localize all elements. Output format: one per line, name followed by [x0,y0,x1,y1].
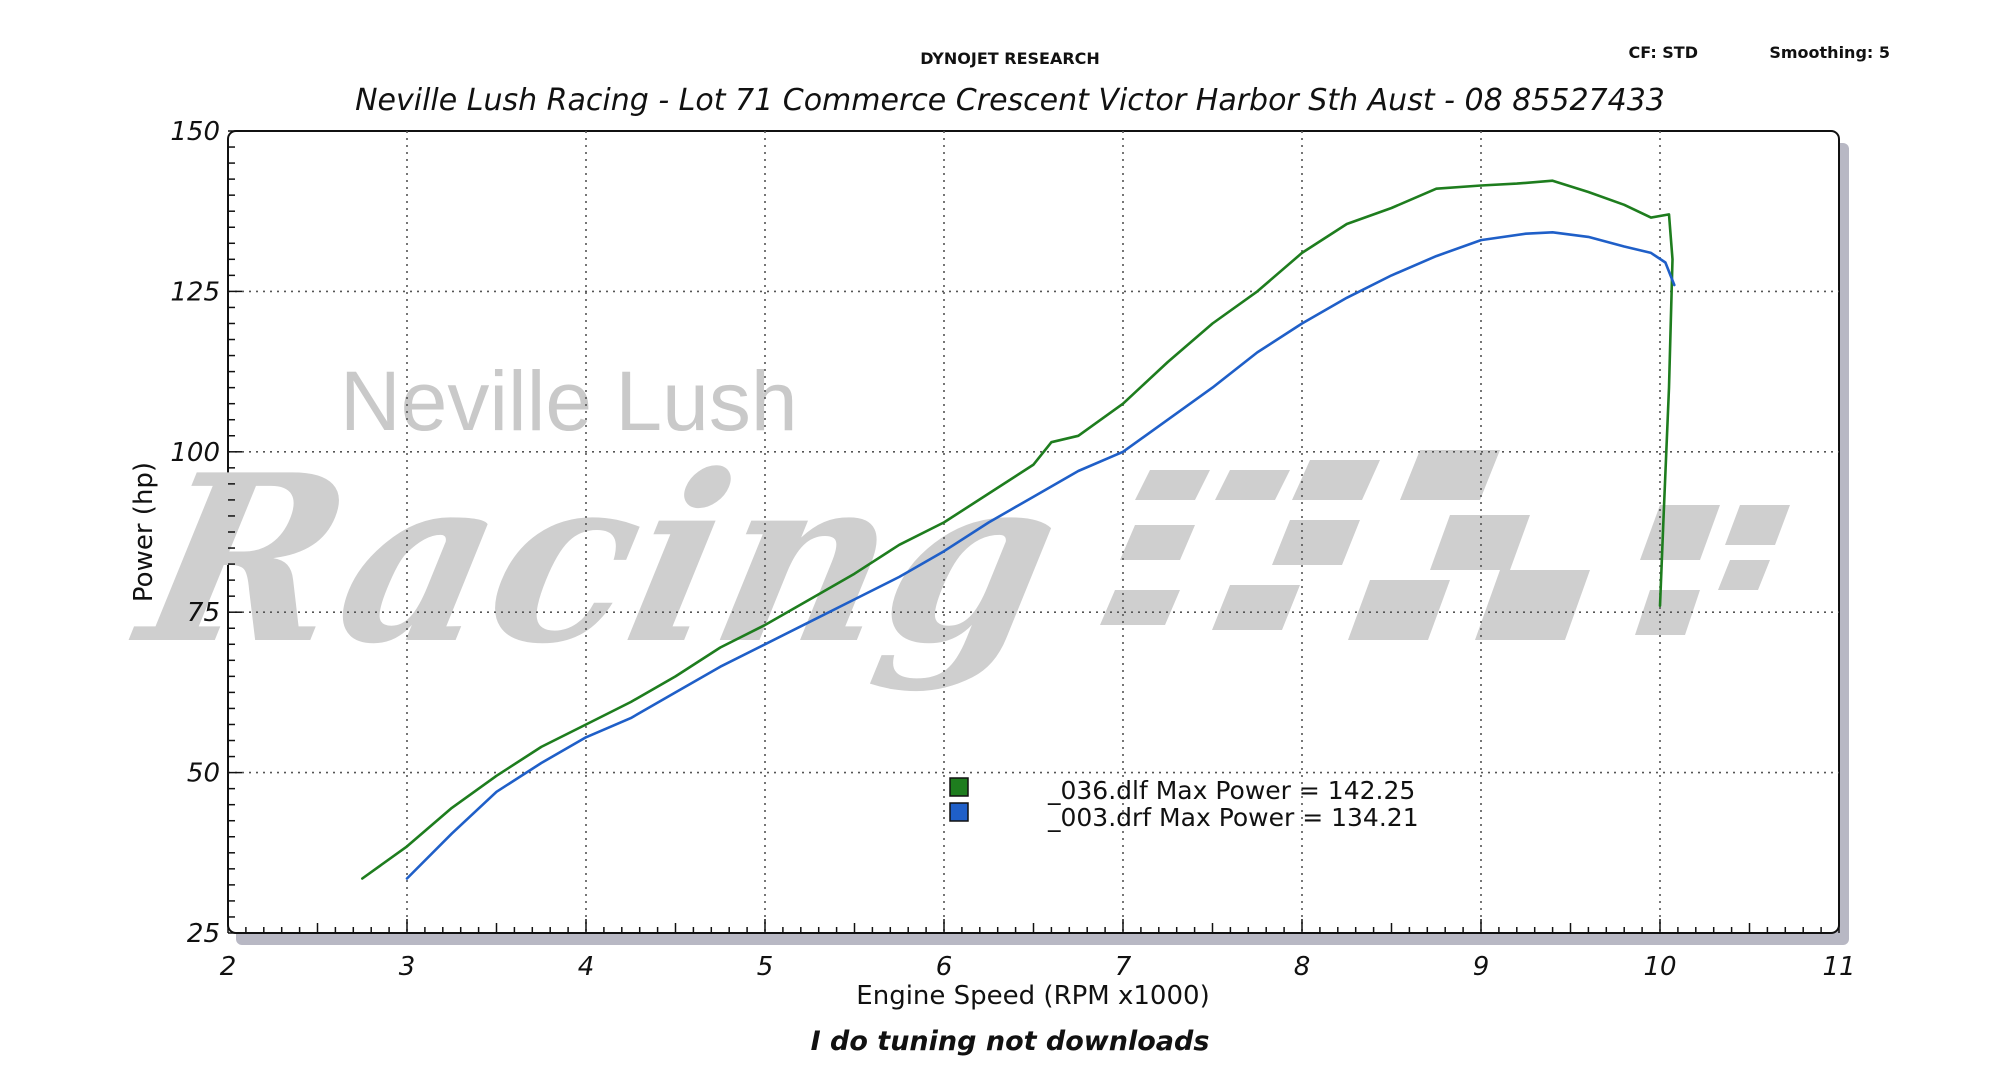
y-tick-label: 50 [187,759,220,789]
x-tick-label: 9 [1473,952,1490,982]
legend: _036.dlf Max Power = 142.25 _003.drf Max… [949,776,1419,832]
legend-label-blue: _003.drf Max Power = 134.21 [1047,803,1419,832]
legend-label-green: _036.dlf Max Power = 142.25 [1047,776,1415,805]
watermark-top-text: Neville Lush [340,354,798,448]
y-tick-label: 150 [170,117,220,147]
axis-ticks [227,130,1840,934]
x-axis-label: Engine Speed (RPM x1000) [856,981,1209,1011]
x-tick-label: 11 [1822,952,1855,982]
x-tick-label: 8 [1294,952,1311,982]
checkered-flag-icon [1100,450,1790,640]
chart-title: Neville Lush Racing - Lot 71 Commerce Cr… [355,83,1665,118]
series-lines [361,179,1676,880]
y-axis-label: Power (hp) [129,462,159,602]
dynojet-header: DYNOJET RESEARCH [920,49,1100,68]
x-tick-label: 2 [220,952,237,982]
x-tick-label: 10 [1643,952,1676,982]
series-line-036 [361,179,1674,880]
legend-swatch-blue [949,802,969,822]
legend-swatch-green [949,777,969,797]
smoothing-setting: Smoothing: 5 [1769,43,1890,62]
x-tick-label: 6 [936,952,953,982]
x-tick-label: 3 [399,952,416,982]
x-tick-label: 5 [757,952,774,982]
x-tick-label: 7 [1115,952,1132,982]
y-tick-label: 125 [170,277,220,307]
cf-setting: CF: STD [1629,43,1698,62]
footer-tagline: I do tuning not downloads [811,1026,1210,1057]
y-tick-label: 75 [187,598,220,628]
tick-labels: 2 3 4 5 6 7 8 9 10 11 25 50 75 100 125 150 [170,117,1855,982]
y-tick-label: 25 [187,919,220,949]
watermark-racing-text: Racing [116,424,1080,694]
y-tick-label: 100 [170,438,220,468]
series-line-003 [405,231,1676,880]
x-tick-label: 4 [578,952,595,982]
watermark: Neville Lush Racing [116,354,1790,694]
grid [228,131,1839,933]
